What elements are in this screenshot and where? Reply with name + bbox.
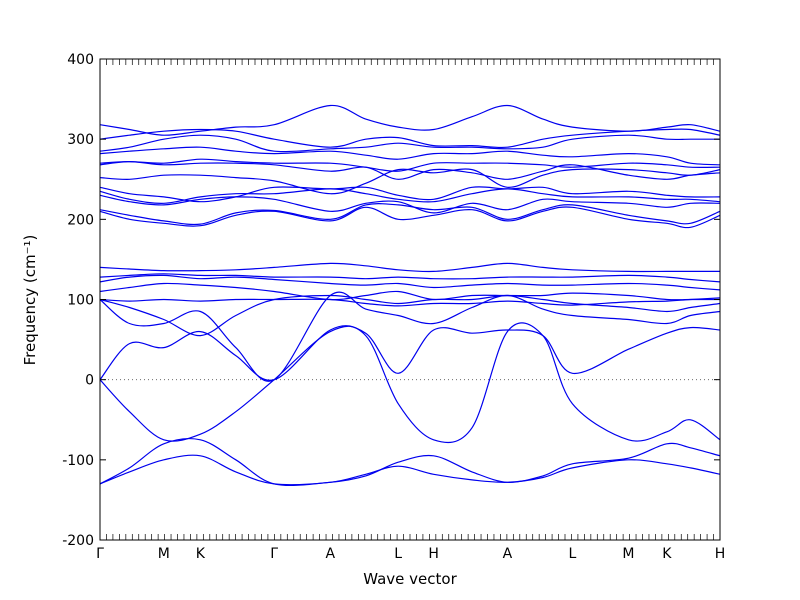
x-tick-label: L	[568, 546, 576, 562]
band-line-19	[99, 158, 721, 172]
band-line-7	[99, 297, 721, 307]
y-tick-label: 400	[67, 52, 94, 68]
y-tick-label: 0	[85, 373, 94, 389]
y-tick-label: 200	[67, 212, 94, 228]
band-line-1	[99, 438, 721, 486]
x-tick-label: M	[622, 546, 634, 562]
band-line-3	[99, 322, 721, 444]
y-tick-label: -100	[62, 453, 94, 469]
band-line-9	[99, 274, 721, 291]
band-line-4	[99, 325, 721, 381]
band-line-5	[99, 291, 721, 382]
band-line-20	[99, 146, 721, 166]
y-tick-label: -200	[62, 533, 94, 549]
band-line-15	[99, 188, 721, 204]
band-line-13	[99, 203, 721, 226]
x-tick-label: Γ	[270, 546, 278, 562]
x-tick-label: K	[196, 546, 206, 562]
x-tick-label: H	[715, 546, 726, 562]
band-line-23	[99, 104, 721, 136]
y-axis-label: Frequency (cm⁻¹)	[21, 235, 39, 366]
band-line-16	[99, 186, 721, 203]
band-line-17	[99, 168, 721, 195]
x-tick-label: H	[428, 546, 439, 562]
x-tick-label: M	[158, 546, 170, 562]
x-tick-label: Γ	[96, 546, 104, 562]
band-line-18	[99, 160, 721, 180]
band-line-10	[99, 273, 721, 283]
y-tick-label: 100	[67, 293, 94, 309]
band-line-21	[99, 134, 720, 153]
band-line-14	[99, 194, 721, 214]
band-line-11	[99, 262, 720, 273]
y-axis: -200 -100 0 100 200 300 400	[62, 52, 720, 549]
band-line-12	[99, 206, 721, 229]
x-tick-label: L	[394, 546, 402, 562]
band-line-6	[99, 294, 721, 337]
x-tick-label: A	[325, 546, 335, 562]
x-tick-label: K	[662, 546, 672, 562]
band-line-2	[99, 454, 721, 486]
band-line-8	[99, 282, 720, 301]
y-tick-label: 300	[67, 132, 94, 148]
x-tick-label: A	[503, 546, 513, 562]
x-axis-label: Wave vector	[363, 570, 457, 588]
plot-area	[99, 58, 721, 541]
